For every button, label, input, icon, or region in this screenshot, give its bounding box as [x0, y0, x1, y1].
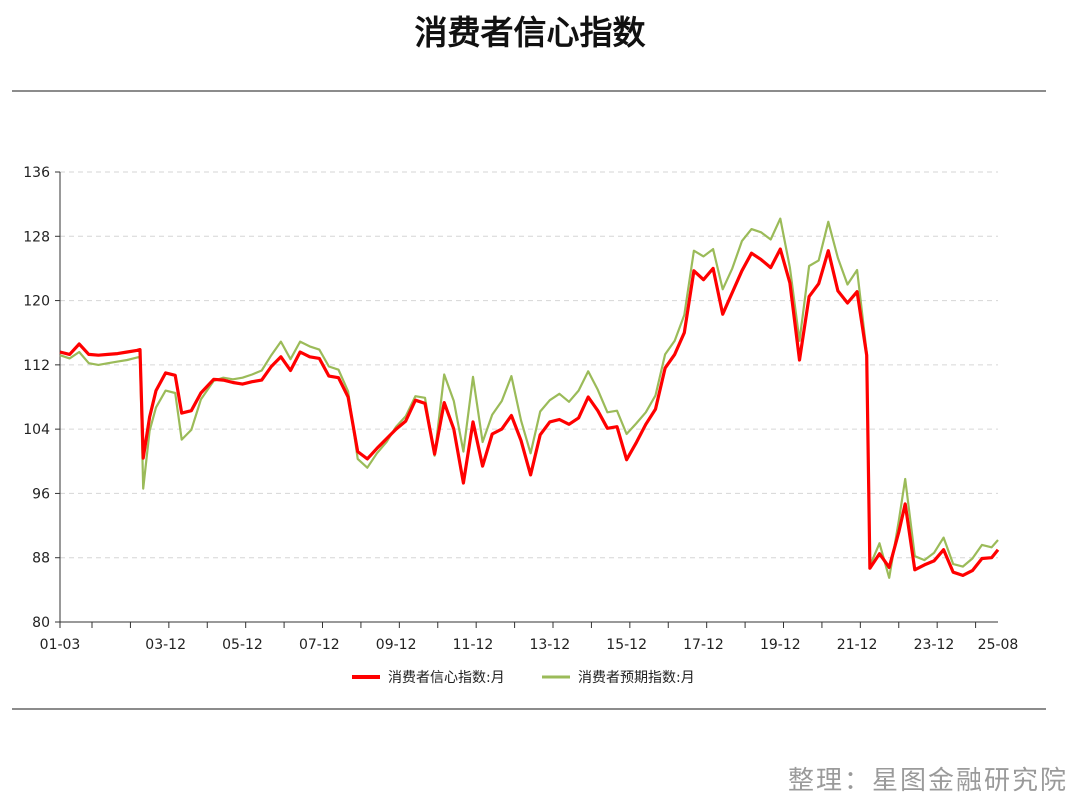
y-tick-label: 112: [23, 358, 50, 374]
top-divider: [12, 90, 1046, 92]
series-line-confidence: [59, 247, 1000, 577]
bottom-divider: [12, 708, 1046, 710]
series-line-expectation: [59, 217, 999, 579]
y-tick-label: 96: [32, 486, 50, 502]
credit-text: 整理：星图金融研究院: [787, 766, 1068, 796]
x-tick-label: 21-12: [837, 637, 878, 653]
legend-label: 消费者信心指数:月: [388, 670, 505, 686]
y-tick-label: 136: [23, 165, 50, 181]
y-tick-label: 80: [32, 615, 50, 631]
x-tick-label: 03-12: [145, 637, 186, 653]
x-tick-label: 01-03: [40, 637, 81, 653]
x-tick-label: 23-12: [914, 637, 955, 653]
page-title: 消费者信心指数: [414, 13, 646, 52]
x-tick-label: 19-12: [760, 637, 801, 653]
legend-label: 消费者预期指数:月: [578, 670, 695, 686]
x-tick-label: 07-12: [299, 637, 340, 653]
x-tick-label: 17-12: [683, 637, 724, 653]
x-tick-label: 09-12: [376, 637, 417, 653]
x-tick-label: 25-08: [978, 637, 1019, 653]
y-tick-label: 120: [23, 294, 50, 310]
y-tick-label: 128: [23, 229, 50, 245]
x-tick-label: 15-12: [606, 637, 647, 653]
x-tick-label: 11-12: [453, 637, 494, 653]
y-tick-label: 88: [32, 551, 50, 567]
x-tick-label: 13-12: [529, 637, 570, 653]
x-tick-label: 05-12: [222, 637, 263, 653]
y-tick-label: 104: [23, 422, 50, 438]
